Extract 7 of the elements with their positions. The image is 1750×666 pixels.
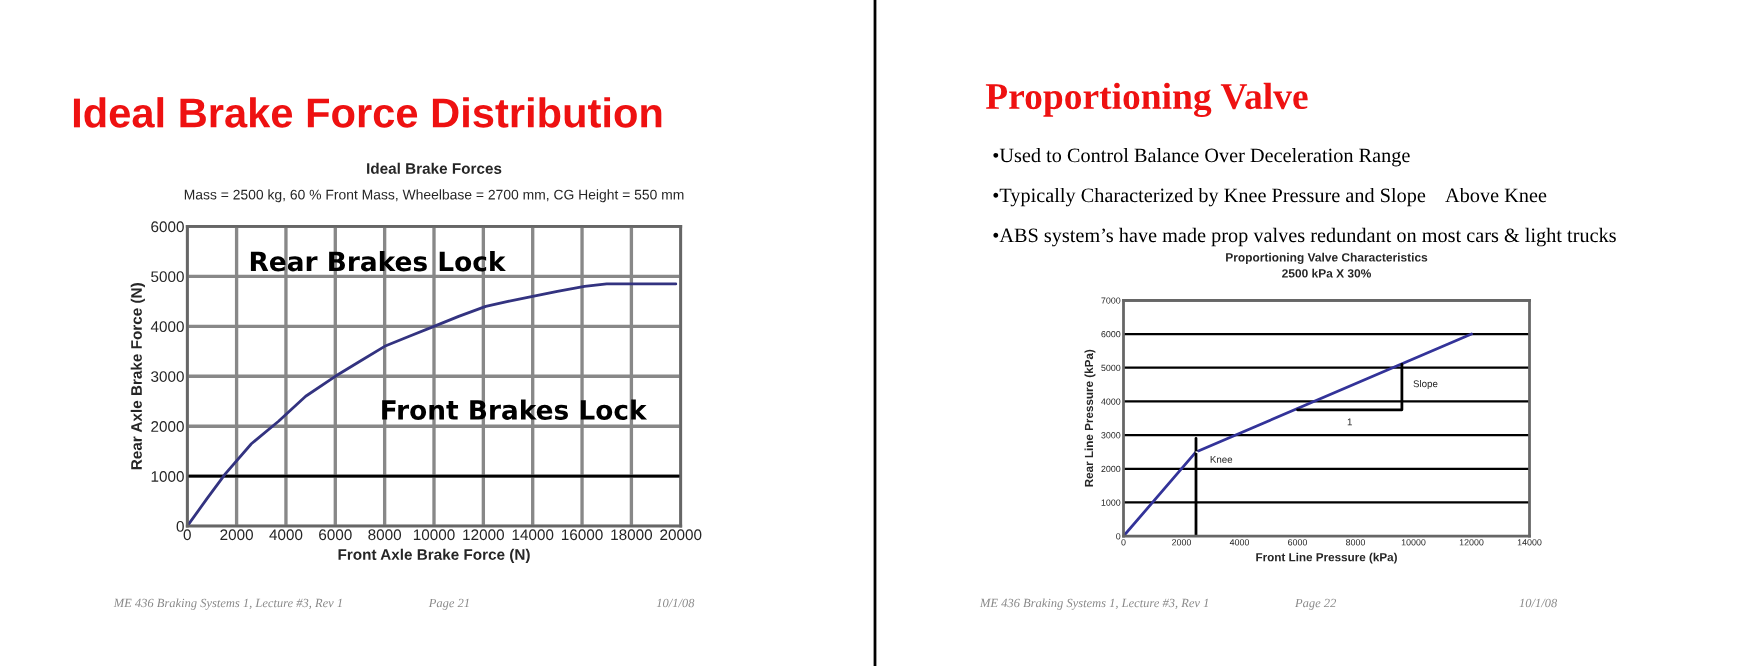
text: Proportioning Valve: [985, 82, 1308, 118]
text: Ideal Brake Force Distribution: [73, 97, 662, 128]
annotation: Front Brakes Lock: [382, 399, 648, 420]
text: •Used to Control Balance Over Deceleration Range: [993, 147, 1410, 167]
annotation: Rear Brakes Lock: [250, 250, 506, 272]
text: •Typically Characterized by Knee Pressure and Slope Above Knee: [993, 187, 1547, 207]
text: •ABS system’s have made prop valves redundant on most cars & light trucks: [993, 227, 1616, 247]
